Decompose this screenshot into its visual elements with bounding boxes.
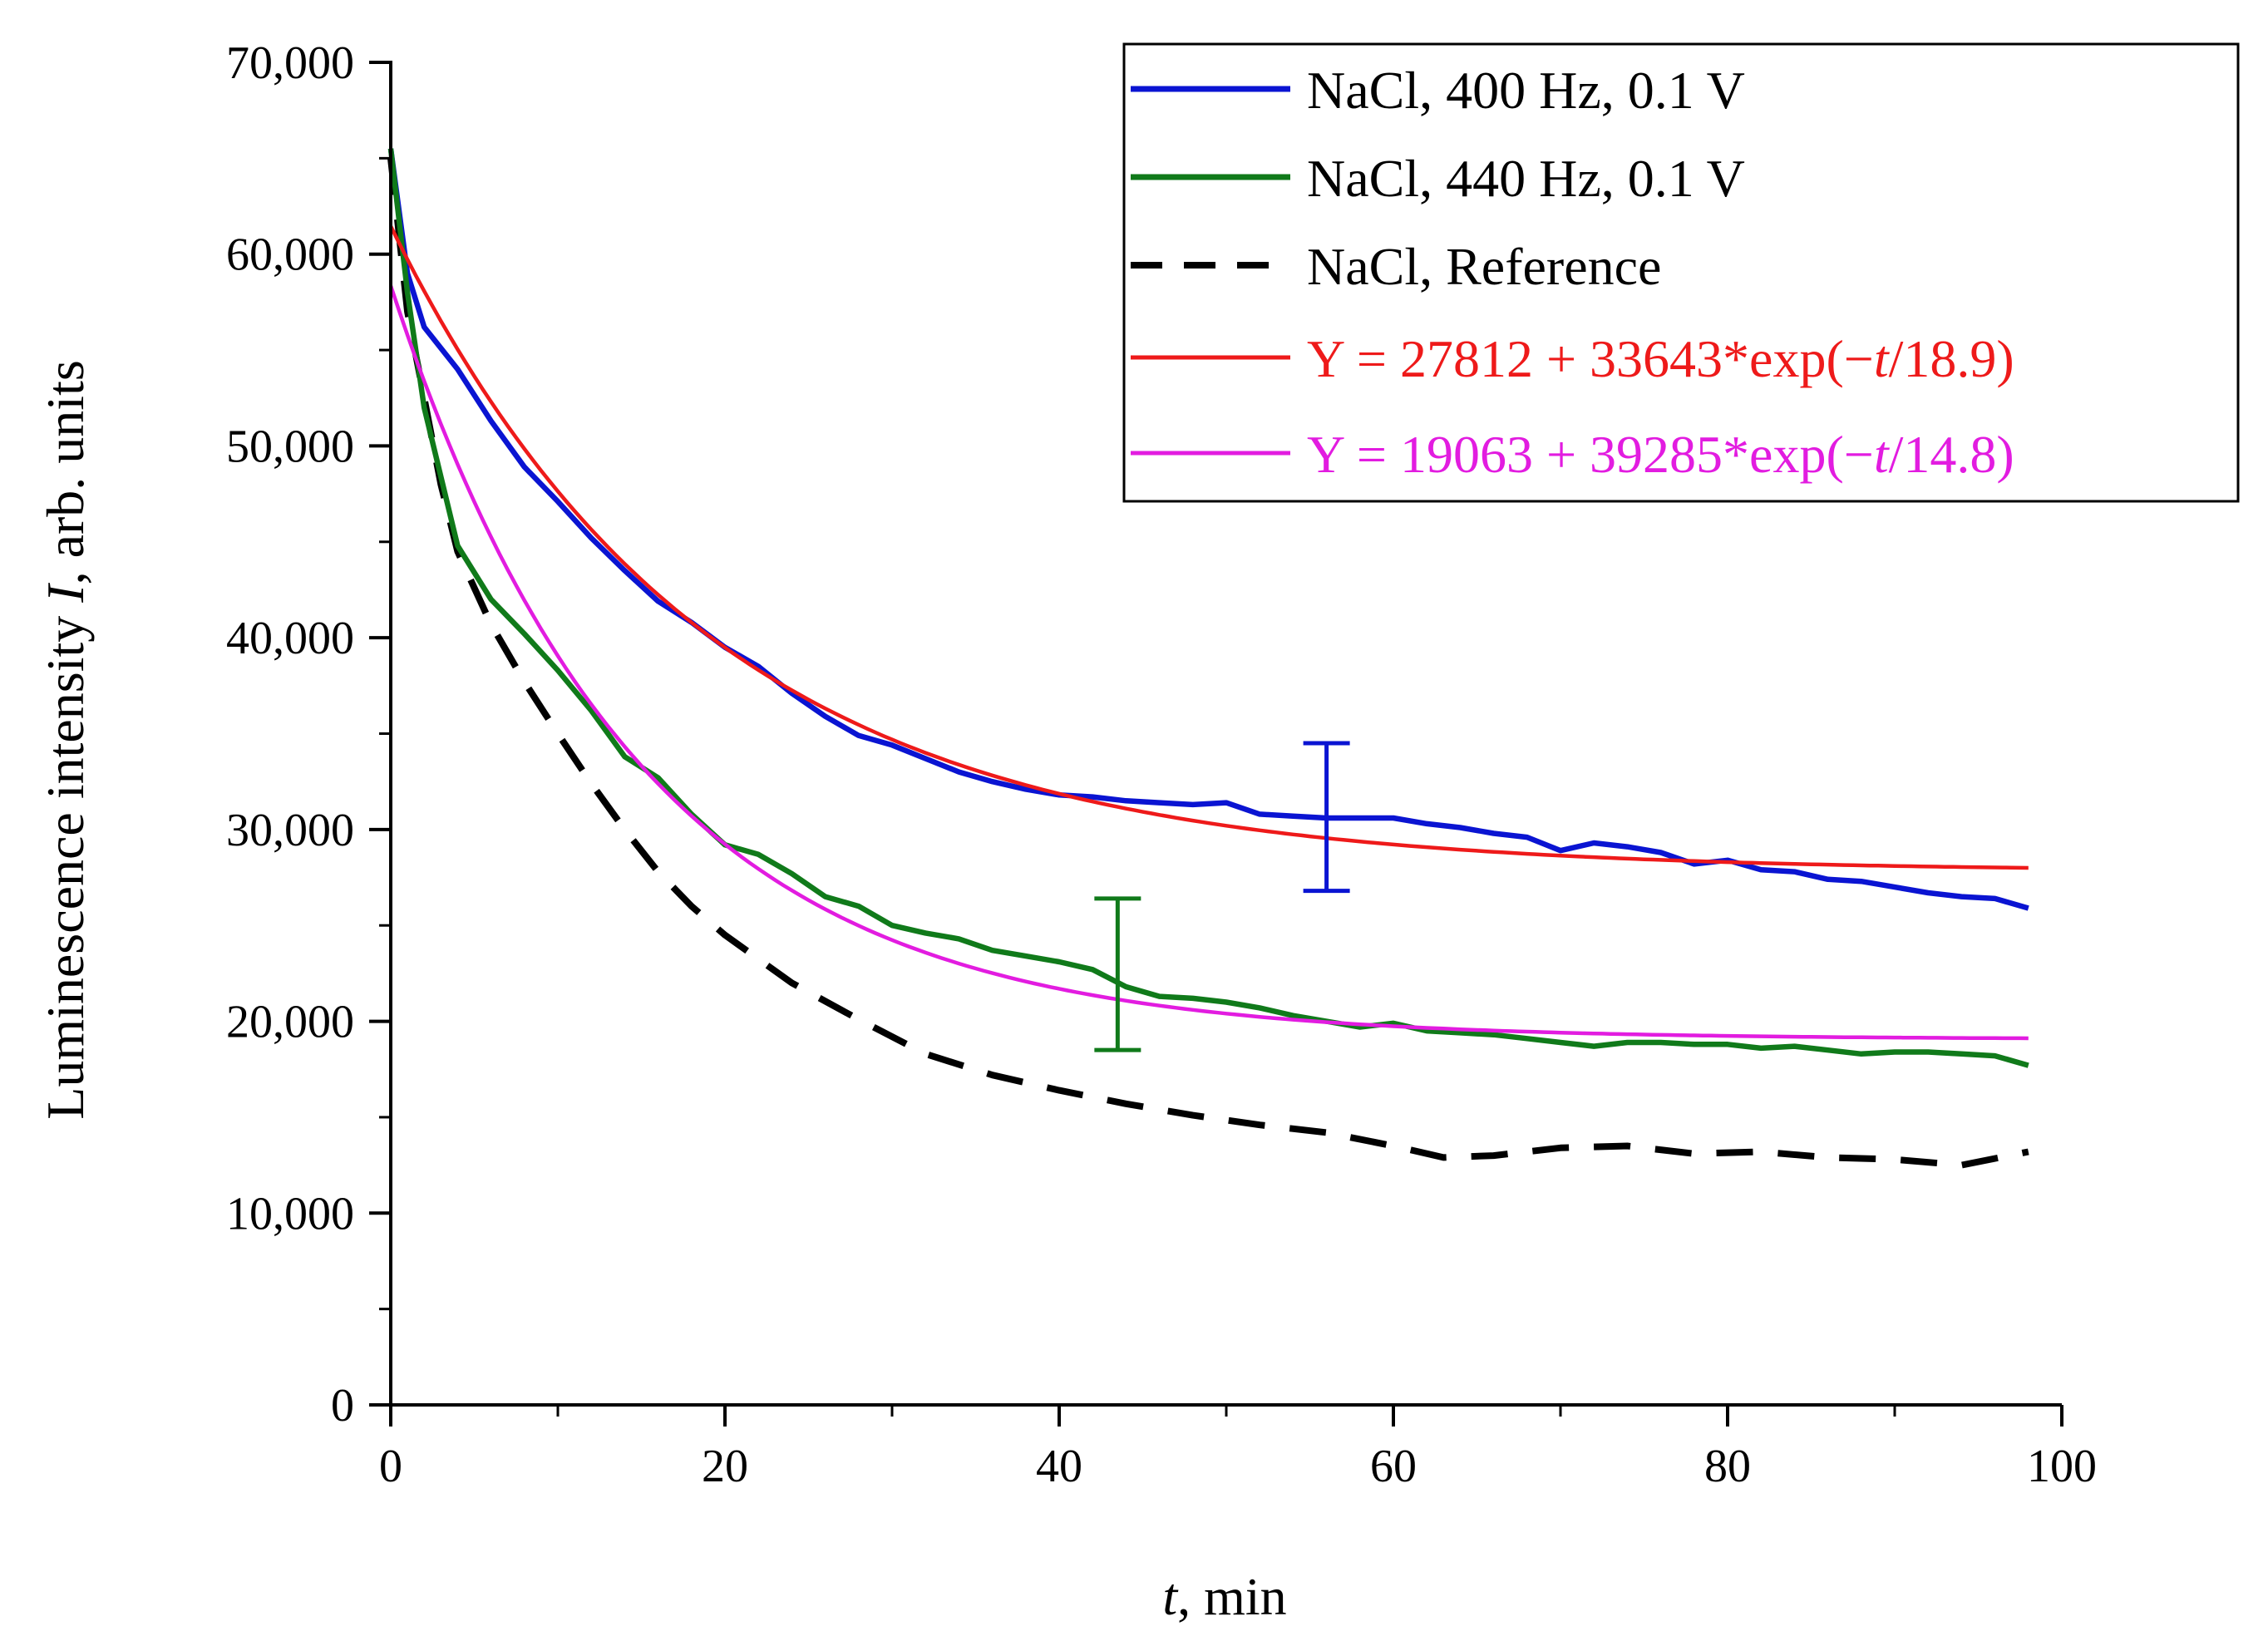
legend-label-fit-400hz-post: /18.9) (1889, 329, 2014, 388)
x-tick-label: 100 (2027, 1441, 2097, 1492)
x-tick-label: 0 (379, 1441, 402, 1492)
legend-label-fit-440hz-it: t (1874, 425, 1891, 484)
series-440hz-line (387, 148, 2029, 1068)
x-axis-title-italic: t (1162, 1567, 1179, 1626)
y-axis-title-post: , arb. units (36, 360, 95, 584)
y-tick-label: 0 (331, 1380, 354, 1432)
series-400hz-line (387, 148, 2029, 911)
x-axis-title-rest: , min (1177, 1567, 1287, 1626)
y-tick-label: 60,000 (226, 229, 354, 281)
legend-label-fit-400hz-it: t (1874, 329, 1891, 388)
x-tick-label: 40 (1036, 1441, 1082, 1492)
y-tick-label: 40,000 (226, 613, 354, 664)
x-tick-label: 80 (1704, 1441, 1751, 1492)
legend-box (1122, 42, 2240, 503)
series-reference-line (387, 157, 2029, 1169)
legend-label-fit-440hz-post: /14.8) (1889, 425, 2014, 484)
y-axis-title: Luminescence intensity I, arb. units (36, 360, 95, 1120)
x-tick-label: 20 (702, 1441, 748, 1492)
series-fit-440hz-line (388, 285, 2029, 1041)
axes: 0 10,000 20,000 30,000 40,000 50,000 60,000 70,… (226, 37, 2097, 1492)
legend-label-reference: NaCl, Reference (1307, 237, 1661, 296)
y-axis-title-pre: Luminescence intensity (36, 603, 95, 1120)
series-layer (387, 148, 2029, 1169)
error-bar-440hz (1094, 896, 1141, 1052)
x-axis-title: t, min (1162, 1567, 1286, 1626)
legend-label-fit-400hz: Y = 27812 + 33643*exp(−t/18.9) (1307, 329, 2014, 388)
x-tick-label: 60 (1370, 1441, 1417, 1492)
y-tick-label: 70,000 (226, 37, 354, 89)
series-fit-400hz-line (388, 225, 2029, 870)
error-bar-400hz (1303, 741, 1350, 894)
legend-label-400hz: NaCl, 400 Hz, 0.1 V (1307, 61, 1745, 120)
y-tick-label: 20,000 (226, 997, 354, 1048)
legend-label-fit-440hz-pre: Y = 19063 + 39285*exp(− (1307, 425, 1874, 484)
y-tick-label: 10,000 (226, 1188, 354, 1239)
y-axis-title-italic: I (36, 583, 95, 604)
y-tick-label: 50,000 (226, 421, 354, 472)
legend-label-fit-400hz-pre: Y = 27812 + 33643*exp(− (1307, 329, 1874, 388)
y-tick-label: 30,000 (226, 805, 354, 856)
legend-label-fit-440hz: Y = 19063 + 39285*exp(−t/14.8) (1307, 425, 2014, 484)
legend-label-440hz: NaCl, 440 Hz, 0.1 V (1307, 149, 1745, 208)
legend: NaCl, 400 Hz, 0.1 V NaCl, 440 Hz, 0.1 V … (1122, 42, 2240, 503)
